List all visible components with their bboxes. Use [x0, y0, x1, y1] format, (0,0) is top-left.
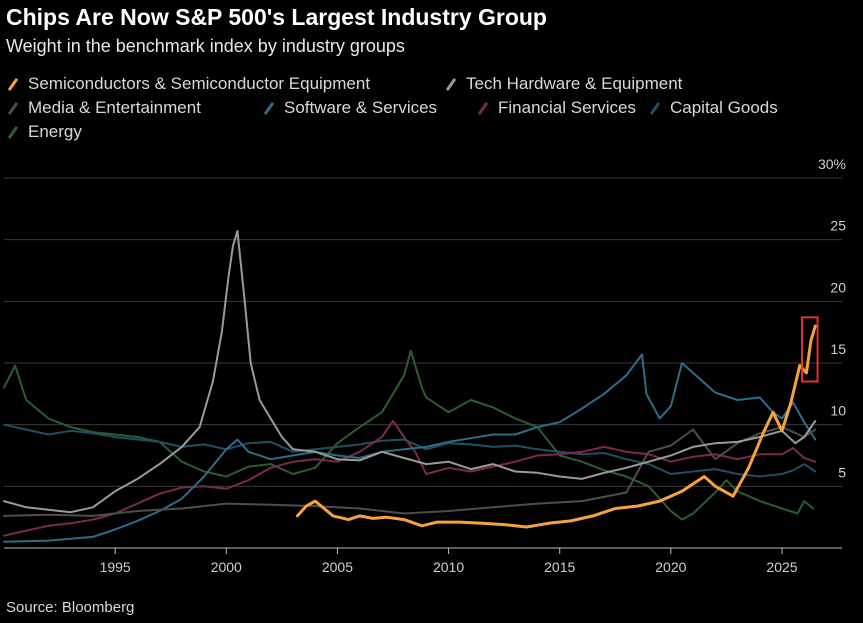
chart-title: Chips Are Now S&P 500's Largest Industry…: [6, 4, 547, 30]
series-line-financial-services: [3, 420, 817, 537]
legend-label: Tech Hardware & Equipment: [466, 74, 683, 93]
legend-item-media-and-entertainment: Media & Entertainment: [6, 98, 201, 118]
series-line-energy: [3, 349, 815, 521]
grid-lines: [4, 177, 842, 487]
x-tick-label-2020: 2020: [655, 559, 686, 575]
y-tick-label-25: 25: [830, 218, 846, 234]
y-tick-label-30: 30%: [818, 156, 846, 172]
legend-item-tech-hardware-and-equipment: Tech Hardware & Equipment: [444, 74, 682, 94]
highlight-box: [800, 316, 819, 383]
legend-label: Software & Services: [284, 98, 438, 117]
legend-label: Capital Goods: [670, 98, 778, 117]
x-tick-label-1995: 1995: [100, 559, 131, 575]
series-line-software-and-services: [3, 353, 817, 543]
series-line-capital-goods: [3, 423, 817, 478]
y-tick-label-5: 5: [838, 464, 846, 480]
x-tick-label-2010: 2010: [433, 559, 464, 575]
x-axis: 1995 2000 2005 2010 2015 2020 2025: [4, 547, 842, 575]
legend-item-software-and-services: Software & Services: [262, 98, 437, 118]
highlight-rect: [800, 316, 819, 383]
x-tick-label-2000: 2000: [211, 559, 242, 575]
y-tick-label-10: 10: [830, 403, 846, 419]
y-tick-label-15: 15: [830, 341, 846, 357]
y-tick-label-20: 20: [830, 279, 846, 295]
x-tick-label-2025: 2025: [766, 559, 797, 575]
legend-item-capital-goods: Capital Goods: [648, 98, 778, 118]
legend-label: Energy: [28, 122, 82, 141]
series-line-semiconductors-and-semiconductor-equipment: [295, 324, 817, 529]
series-lines: [3, 230, 817, 543]
source-note: Source: Bloomberg: [6, 599, 135, 616]
chart-subtitle: Weight in the benchmark index by industr…: [6, 36, 405, 56]
legend-label: Financial Services: [498, 98, 636, 117]
legend-item-energy: Energy: [6, 122, 82, 142]
legend-item-semiconductors-and-semiconductor-equipment: Semiconductors & Semiconductor Equipment: [6, 74, 370, 94]
series-line-tech-hardware-and-equipment: [3, 230, 817, 514]
legend-label: Semiconductors & Semiconductor Equipment: [28, 74, 371, 93]
x-tick-label-2015: 2015: [544, 559, 575, 575]
legend-item-financial-services: Financial Services: [476, 98, 636, 118]
x-tick-label-2005: 2005: [322, 559, 353, 575]
legend-label: Media & Entertainment: [28, 98, 201, 117]
y-axis-ticks: 5 10 15 20 25 30%: [818, 156, 846, 480]
